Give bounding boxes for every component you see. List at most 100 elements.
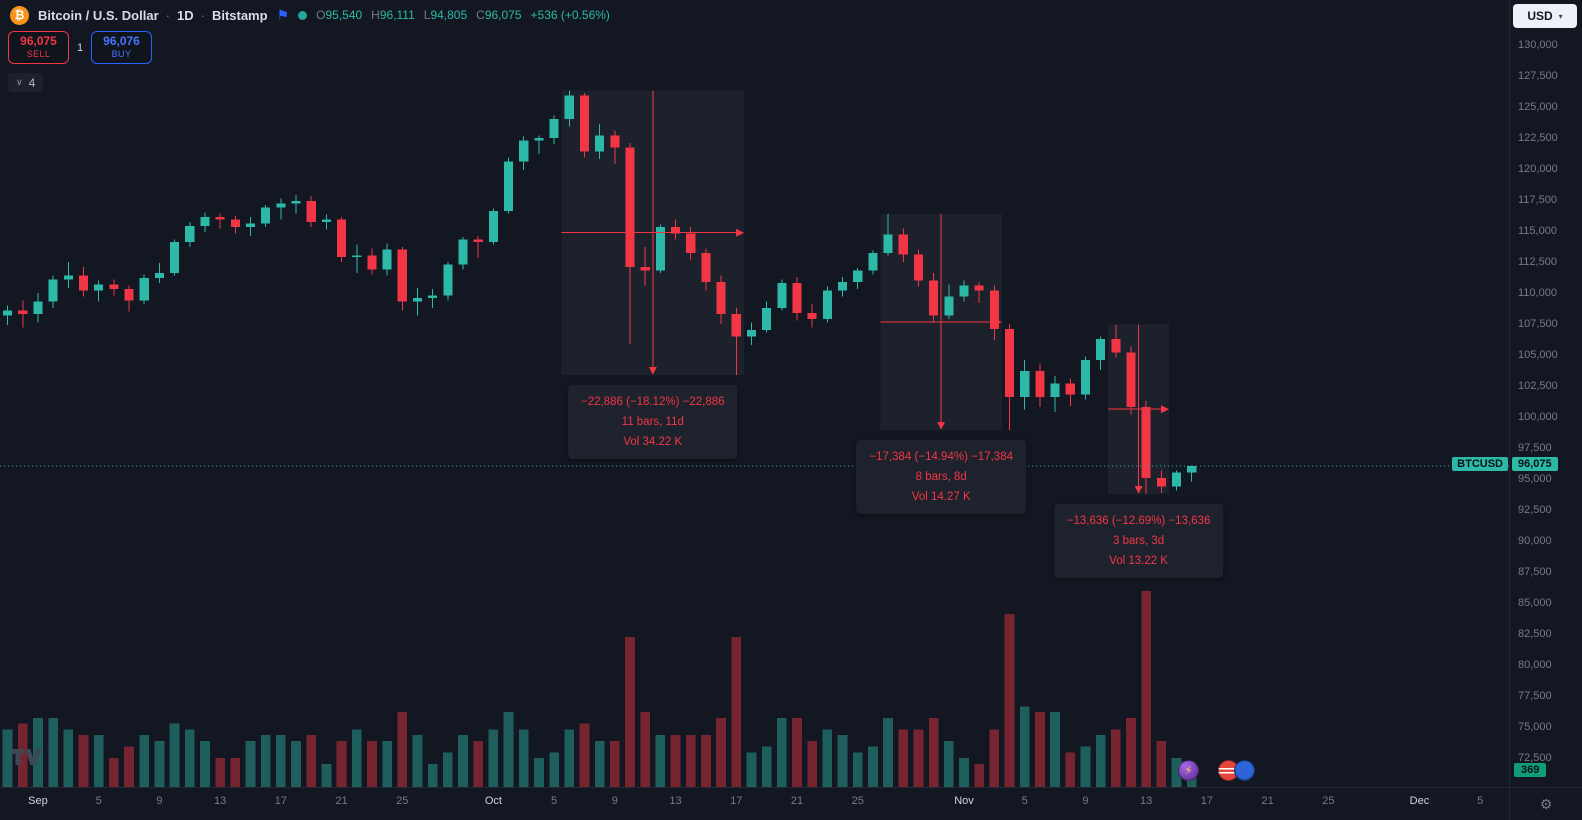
currency-toggle-button[interactable]: USD ▾ <box>1513 4 1577 28</box>
candle-body <box>822 290 832 320</box>
candle-body <box>913 254 924 281</box>
time-tick-label: Nov <box>954 795 974 807</box>
candle-body <box>868 253 878 271</box>
candle-body <box>78 275 89 291</box>
candle-body <box>701 253 711 282</box>
candle-body <box>1065 383 1075 395</box>
candle-body <box>1080 359 1091 395</box>
indicators-collapse-toggle[interactable]: ∨ 4 <box>8 73 44 92</box>
candle-body <box>1141 407 1151 478</box>
footer-icon-group: ⚡ <box>1178 760 1255 781</box>
volume-bar <box>776 717 787 787</box>
volume-bar <box>321 763 332 787</box>
volume-bar <box>807 740 818 787</box>
candle-body <box>929 280 939 316</box>
time-tick-label: Sep <box>28 795 48 807</box>
candle-body <box>291 201 301 204</box>
volume-bar <box>2 729 13 787</box>
volume-bar <box>1156 740 1167 787</box>
candle-body <box>18 310 28 315</box>
price-tick-label: 87,500 <box>1518 566 1552 579</box>
candle-body <box>473 239 483 243</box>
symbol-toolbar: ₿ Bitcoin / U.S. Dollar · 1D · Bitstamp … <box>0 0 620 30</box>
price-tick-label: 97,500 <box>1518 442 1552 455</box>
candle-body <box>762 307 772 331</box>
volume-bar <box>1065 752 1076 787</box>
time-tick-label: 13 <box>1140 795 1153 807</box>
candle-body <box>686 233 696 254</box>
volume-bar <box>427 763 438 787</box>
volume-bar <box>1095 735 1106 787</box>
measurement-label[interactable]: −17,384 (−14.94%) −17,384 8 bars, 8d Vol 1… <box>856 439 1026 514</box>
price-tick-label: 110,000 <box>1518 286 1557 299</box>
price-tick-label: 82,500 <box>1518 628 1552 641</box>
candle-body <box>671 227 681 234</box>
candle-body <box>245 223 256 228</box>
price-line-symbol-badge: BTCUSD <box>1452 456 1508 471</box>
candle-body <box>367 255 377 270</box>
volume-bar <box>685 735 696 787</box>
volume-bar <box>868 746 878 787</box>
candle-body <box>230 219 240 228</box>
volume-value-badge: 369 <box>1514 763 1547 777</box>
symbol-title[interactable]: Bitcoin / U.S. Dollar · 1D · Bitstamp <box>38 7 268 23</box>
candle-body <box>1020 371 1030 398</box>
event-flag-icon[interactable] <box>1234 760 1255 781</box>
candle-body <box>837 281 848 291</box>
open-value: 95,540 <box>325 8 363 22</box>
price-tick-label: 120,000 <box>1518 162 1558 175</box>
last-price-badge: 96,075 <box>1512 456 1558 471</box>
price-tick-label: 92,500 <box>1518 504 1552 517</box>
time-axis[interactable]: Sep 5 9 13 17 21 25 Oct 5 9 13 17 21 25 Nov 5 9 13 17 21 25 D… <box>0 787 1509 820</box>
gear-icon[interactable]: ⚙ <box>1539 795 1553 812</box>
price-tick-label: 130,000 <box>1518 38 1558 51</box>
sell-button[interactable]: 96,075 SELL <box>8 31 69 64</box>
measurement-label[interactable]: −22,886 (−18.12%) −22,886 11 bars, 11d Vol… <box>568 384 738 459</box>
separator-dot: · <box>200 7 205 23</box>
volume-bar <box>109 758 119 787</box>
candle-body <box>170 242 180 274</box>
time-tick-label: 25 <box>396 795 409 807</box>
buy-button[interactable]: 96,076 BUY <box>91 31 152 64</box>
candle-body <box>33 301 43 315</box>
order-panel: 96,075 SELL 1 96,076 BUY <box>8 31 152 64</box>
candle-body <box>215 217 225 220</box>
volume-bar <box>655 735 666 787</box>
price-tick-label: 100,000 <box>1518 411 1558 424</box>
volume-bar <box>63 729 74 787</box>
volume-bar <box>959 758 969 787</box>
volume-bar <box>1126 717 1136 787</box>
boost-lightning-icon[interactable]: ⚡ <box>1178 760 1199 781</box>
candle-body <box>989 290 999 329</box>
chart-canvas[interactable] <box>0 0 1509 787</box>
price-axis[interactable]: USD ▾ 96,075 369 130,000 127,500 125,000 12… <box>1509 0 1582 787</box>
time-tick-label: 13 <box>669 795 682 807</box>
candle-body <box>382 249 392 270</box>
candle-body <box>458 239 468 265</box>
volume-bar <box>275 735 286 787</box>
candle-body <box>716 281 726 315</box>
time-tick-label: Dec <box>1409 795 1430 807</box>
volume-bar <box>640 712 651 787</box>
time-tick-label: 21 <box>335 795 348 807</box>
candle-body <box>185 225 195 243</box>
volume-bar <box>230 758 241 787</box>
price-tick-label: 122,500 <box>1518 131 1558 144</box>
time-tick-label: 17 <box>274 795 287 807</box>
candle-body <box>1096 338 1106 360</box>
candle-body <box>1004 328 1015 398</box>
time-tick-label: 17 <box>730 795 743 807</box>
volume-bar <box>184 729 195 787</box>
volume-bar <box>579 723 590 787</box>
volume-bar <box>670 735 681 787</box>
candle-body <box>898 234 908 255</box>
candle-body <box>352 255 362 257</box>
flag-icon[interactable]: ⚑ <box>276 6 290 23</box>
measurement-label[interactable]: −13,636 (−12.69%) −13,636 3 bars, 3d Vol 1… <box>1053 503 1224 578</box>
candle-body <box>853 270 863 282</box>
candle-body <box>443 264 453 296</box>
volume-bar <box>382 740 392 787</box>
price-tick-label: 115,000 <box>1518 224 1557 237</box>
volume-bar <box>1080 746 1091 787</box>
volume-bar <box>458 735 468 787</box>
